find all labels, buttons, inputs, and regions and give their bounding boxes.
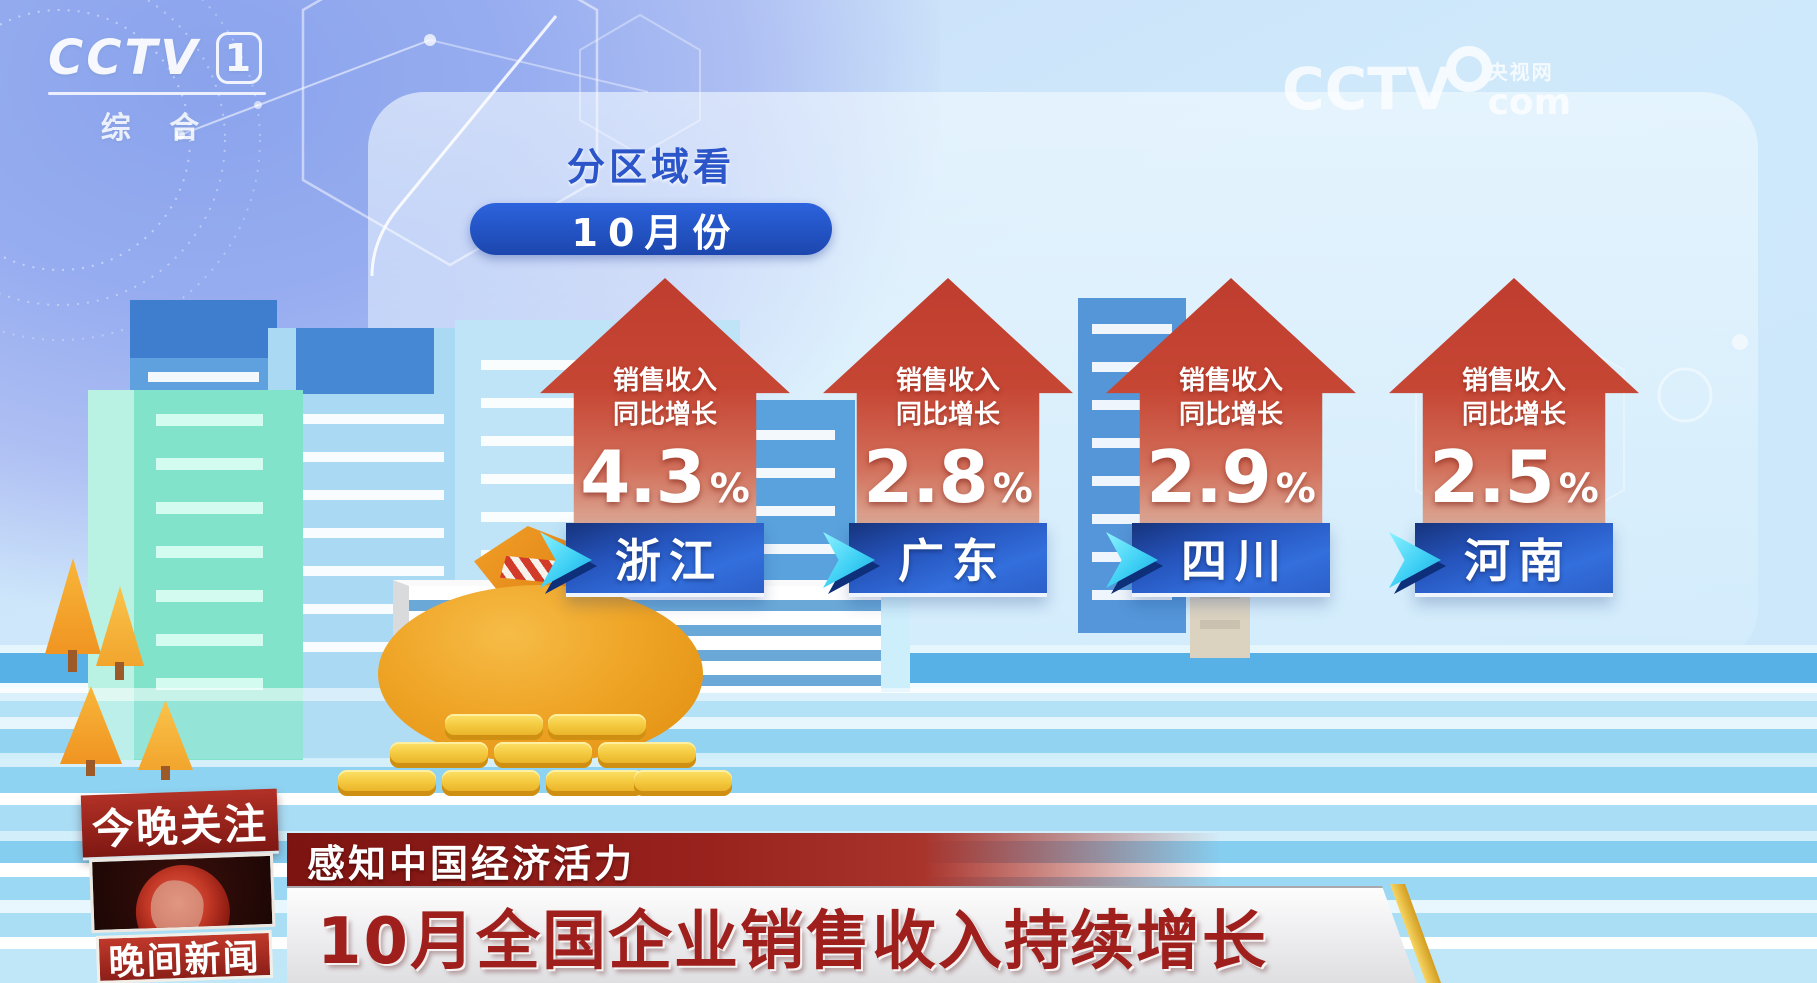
- metric-label-line2: 同比增长: [1461, 400, 1566, 431]
- region-name: 四川: [1181, 534, 1289, 588]
- tree-trunk: [68, 650, 77, 672]
- topic-ribbon: 感知中国经济活力: [287, 833, 1222, 887]
- region-banner: 河南: [1415, 523, 1613, 597]
- watermark-text: CCTV: [1282, 55, 1452, 123]
- gold-bar-icon: [338, 770, 436, 796]
- building-windows: [156, 414, 263, 700]
- gold-bar-icon: [598, 742, 696, 768]
- section-label: 分区域看: [566, 145, 735, 189]
- chart-header: 分区域看 10月份: [470, 136, 832, 255]
- growth-value: 2.5: [1429, 435, 1555, 519]
- gold-bar-icon: [548, 714, 646, 740]
- headline-text: 10月全国企业销售收入持续增长: [317, 904, 1269, 979]
- chevron-right-icon: [1389, 532, 1446, 594]
- topic-ribbon-label: 感知中国经济活力: [307, 841, 636, 886]
- metric-label-line2: 同比增长: [612, 400, 717, 431]
- percent-sign: %: [992, 466, 1033, 512]
- region-group-henan: 销售收入 同比增长 2.5 % 河南: [1389, 278, 1639, 597]
- region-banner: 四川: [1132, 523, 1330, 597]
- region-name: 河南: [1464, 534, 1572, 588]
- program-badge-top: 今晚关注: [80, 788, 279, 858]
- growth-value: 4.3: [580, 435, 706, 519]
- gold-bar-icon: [494, 742, 592, 768]
- waterline-highlight: [0, 688, 1817, 701]
- tree-trunk: [115, 662, 124, 680]
- channel-logo: CCTV 1 综 合: [48, 30, 266, 147]
- up-arrow-shape: 销售收入 同比增长 2.5 %: [1389, 278, 1639, 523]
- region-name: 广东: [898, 534, 1006, 588]
- channel-subtitle: 综 合: [100, 111, 214, 146]
- building-roof: [130, 300, 277, 358]
- chevron-right-icon: [540, 532, 597, 594]
- region-growth-arrows: 销售收入 同比增长 4.3 % 浙江 销售收入 同比增长: [540, 278, 1639, 597]
- globe-icon: [134, 863, 232, 934]
- period-label: 10月份: [571, 210, 741, 255]
- gold-bar-icon: [546, 770, 644, 796]
- globe-box: [88, 852, 276, 934]
- building-roof: [296, 328, 434, 394]
- gold-bar-icon: [634, 770, 732, 796]
- chevron-right-icon: [823, 532, 880, 594]
- gold-bar-icon: [445, 714, 543, 740]
- region-banner: 浙江: [566, 523, 764, 597]
- period-pill: 10月份: [470, 203, 832, 255]
- metric-label-line1: 销售收入: [895, 366, 1000, 397]
- growth-value: 2.8: [863, 435, 989, 519]
- metric-label-line1: 销售收入: [1178, 366, 1283, 397]
- waterline-reflection: [0, 701, 1817, 759]
- up-arrow-shape: 销售收入 同比增长 2.9 %: [1106, 278, 1356, 523]
- program-badge-column: 今晚关注 晚间新闻: [80, 788, 283, 983]
- percent-sign: %: [1275, 466, 1316, 512]
- channel-number-badge: 1: [216, 32, 263, 84]
- tree-trunk: [86, 760, 95, 776]
- region-group-sichuan: 销售收入 同比增长 2.9 % 四川: [1106, 278, 1356, 597]
- program-badge-bottom: 晚间新闻: [95, 929, 274, 983]
- region-banner: 广东: [849, 523, 1047, 597]
- gold-bar-icon: [390, 742, 488, 768]
- chevron-right-icon: [1106, 532, 1163, 594]
- percent-sign: %: [709, 466, 750, 512]
- metric-label-line1: 销售收入: [612, 366, 717, 397]
- watermark-suffix: com: [1487, 82, 1572, 123]
- up-arrow-shape: 销售收入 同比增长 4.3 %: [540, 278, 790, 523]
- metric-label-line2: 同比增长: [1178, 400, 1283, 431]
- watermark-circle-icon: [1445, 46, 1492, 92]
- region-group-zhejiang: 销售收入 同比增长 4.3 % 浙江: [540, 278, 790, 597]
- region-name: 浙江: [615, 534, 723, 588]
- channel-logo-text: CCTV: [48, 30, 201, 86]
- growth-value: 2.9: [1146, 435, 1272, 519]
- metric-label-line1: 销售收入: [1461, 366, 1566, 397]
- logo-underline: [48, 92, 266, 95]
- gold-bar-icon: [442, 770, 540, 796]
- watermark-cn-label: 央视网: [1487, 60, 1554, 84]
- tree-trunk: [161, 766, 170, 780]
- metric-label-line2: 同比增长: [895, 400, 1000, 431]
- region-group-guangdong: 销售收入 同比增长 2.8 % 广东: [823, 278, 1073, 597]
- headline-bar: 10月全国企业销售收入持续增长: [287, 886, 1417, 983]
- up-arrow-shape: 销售收入 同比增长 2.8 %: [823, 278, 1073, 523]
- percent-sign: %: [1558, 466, 1599, 512]
- network-watermark: CCTV 央视网 com: [1282, 46, 1571, 121]
